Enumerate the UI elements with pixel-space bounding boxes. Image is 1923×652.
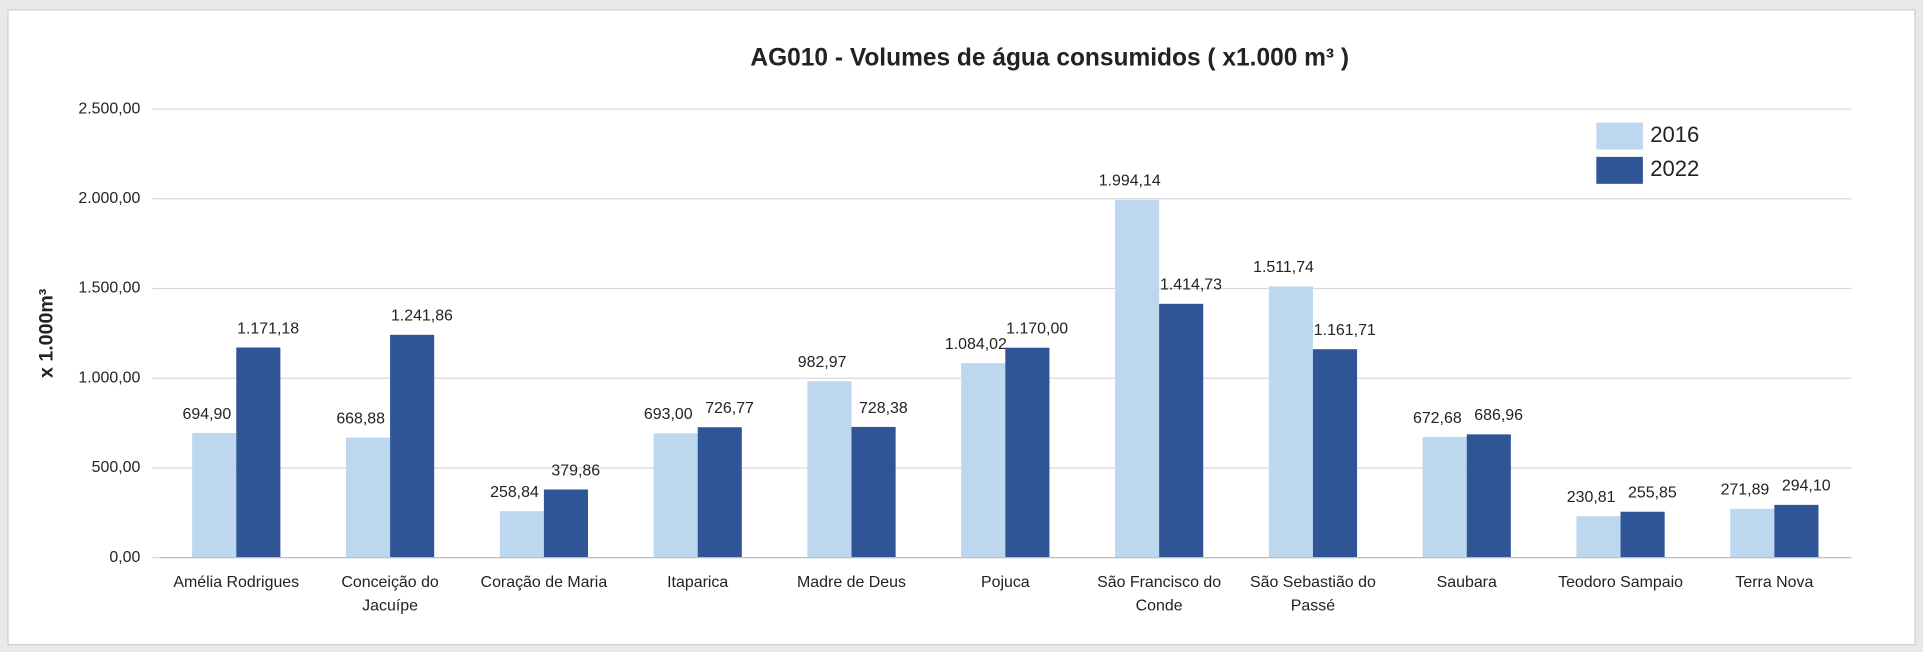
x-tick-label: Coração de Maria [480,572,608,591]
bar [1576,516,1621,558]
legend-label: 2022 [1650,156,1699,181]
x-tick-label-box: Madre de Deus [797,572,906,591]
bar [807,381,852,558]
value-label: 694,90 [183,406,232,423]
y-tick-label: 2.000,00 [78,190,140,207]
x-tick-label: Conceição do Jacuípe [341,572,439,615]
x-tick-label: Terra Nova [1735,572,1814,591]
value-label: 693,00 [644,406,693,423]
bar [1730,508,1775,558]
y-tick-label: 1.500,00 [78,280,140,297]
bar [1268,286,1313,558]
legend-swatch [1596,156,1643,184]
x-tick-label: São Sebastião do Passé [1250,572,1376,615]
bar [851,426,896,558]
x-tick-label-box: Terra Nova [1735,572,1814,591]
chart-title: AG010 - Volumes de água consumidos ( x1.… [750,44,1349,71]
value-label: 982,97 [798,354,847,371]
y-tick-label: 500,00 [92,459,141,476]
value-label: 672,68 [1413,410,1462,427]
value-label: 1.241,86 [391,308,453,325]
bar [961,363,1006,558]
bar [499,511,544,558]
x-tick-label: Itaparica [667,572,729,591]
bar [192,432,237,558]
value-label: 1.170,00 [1006,321,1068,338]
x-tick-label: Saubara [1436,572,1497,591]
x-tick-label: Pojuca [980,572,1030,591]
bar [1115,199,1160,558]
bar [390,334,435,558]
bar [543,489,589,558]
value-label: 668,88 [336,410,385,427]
value-label: 230,81 [1567,489,1616,506]
bar [345,437,391,558]
bar [1312,349,1358,558]
value-label: 294,10 [1782,478,1831,495]
bar [1620,511,1665,558]
bar [653,433,698,558]
bar [1466,434,1511,558]
y-axis-label: x 1.000m³ [35,288,57,378]
value-label: 379,86 [551,462,600,479]
x-tick-label-box: Conceição do Jacuípe [341,572,439,615]
x-tick-label-box: São Sebastião do Passé [1250,572,1376,615]
value-label: 258,84 [490,484,539,501]
value-label: 255,85 [1628,485,1677,502]
x-tick-label: Amélia Rodrigues [173,572,300,591]
bar [697,427,742,558]
legend-swatch [1596,122,1643,150]
x-tick-label-box: Pojuca [980,572,1030,591]
bar [1774,504,1819,558]
x-tick-label-box: Amélia Rodrigues [173,572,300,591]
y-tick-label: 2.500,00 [78,100,140,117]
x-tick-label-box: Teodoro Sampaio [1558,572,1683,591]
bar [1005,347,1050,558]
x-tick-label: Madre de Deus [797,572,906,591]
value-label: 686,96 [1474,407,1523,424]
value-label: 271,89 [1721,482,1770,499]
bar [236,347,281,558]
value-label: 728,38 [859,400,908,417]
bar [1422,436,1467,558]
x-tick-label: São Francisco do Conde [1097,572,1222,615]
value-label: 1.161,71 [1314,322,1376,339]
x-tick-label-box: Itaparica [667,572,729,591]
value-label: 1.511,74 [1253,259,1314,276]
x-tick-label-box: São Francisco do Conde [1097,572,1222,615]
x-tick-label: Teodoro Sampaio [1558,572,1683,591]
value-label: 1.171,18 [237,320,299,337]
x-tick-label-box: Coração de Maria [480,572,608,591]
y-tick-label: 1.000,00 [78,369,140,386]
x-tick-label-box: Saubara [1436,572,1497,591]
legend-label: 2016 [1650,122,1699,147]
bar [1159,303,1204,558]
value-label: 726,77 [705,400,754,417]
value-label: 1.994,14 [1099,173,1161,190]
y-tick-label: 0,00 [109,549,140,566]
value-label: 1.084,02 [945,336,1007,353]
value-label: 1.414,73 [1160,277,1222,294]
